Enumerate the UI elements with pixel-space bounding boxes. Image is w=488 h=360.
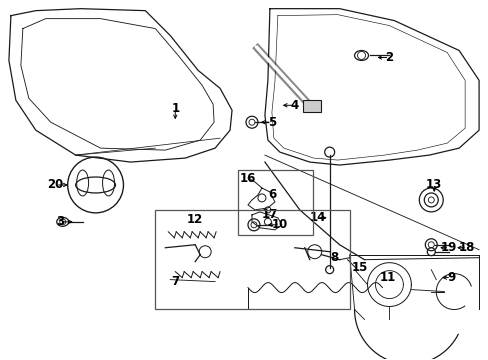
- Text: 13: 13: [425, 179, 442, 192]
- Text: 14: 14: [309, 211, 325, 224]
- Text: 10: 10: [271, 218, 287, 231]
- Text: 8: 8: [330, 251, 338, 264]
- Text: 4: 4: [290, 99, 298, 112]
- Text: 19: 19: [440, 241, 456, 254]
- Text: 5: 5: [267, 116, 275, 129]
- Text: 17: 17: [261, 208, 278, 221]
- Text: 7: 7: [171, 275, 179, 288]
- Text: 11: 11: [379, 271, 395, 284]
- Text: 12: 12: [187, 213, 203, 226]
- Text: 3: 3: [57, 215, 64, 228]
- Text: 2: 2: [385, 51, 393, 64]
- Text: 1: 1: [171, 102, 179, 115]
- Text: 16: 16: [239, 171, 256, 185]
- Text: 9: 9: [446, 271, 454, 284]
- FancyBboxPatch shape: [302, 100, 320, 112]
- Text: 18: 18: [458, 241, 474, 254]
- Text: 15: 15: [351, 261, 367, 274]
- Text: 20: 20: [47, 179, 64, 192]
- Text: 6: 6: [267, 188, 275, 202]
